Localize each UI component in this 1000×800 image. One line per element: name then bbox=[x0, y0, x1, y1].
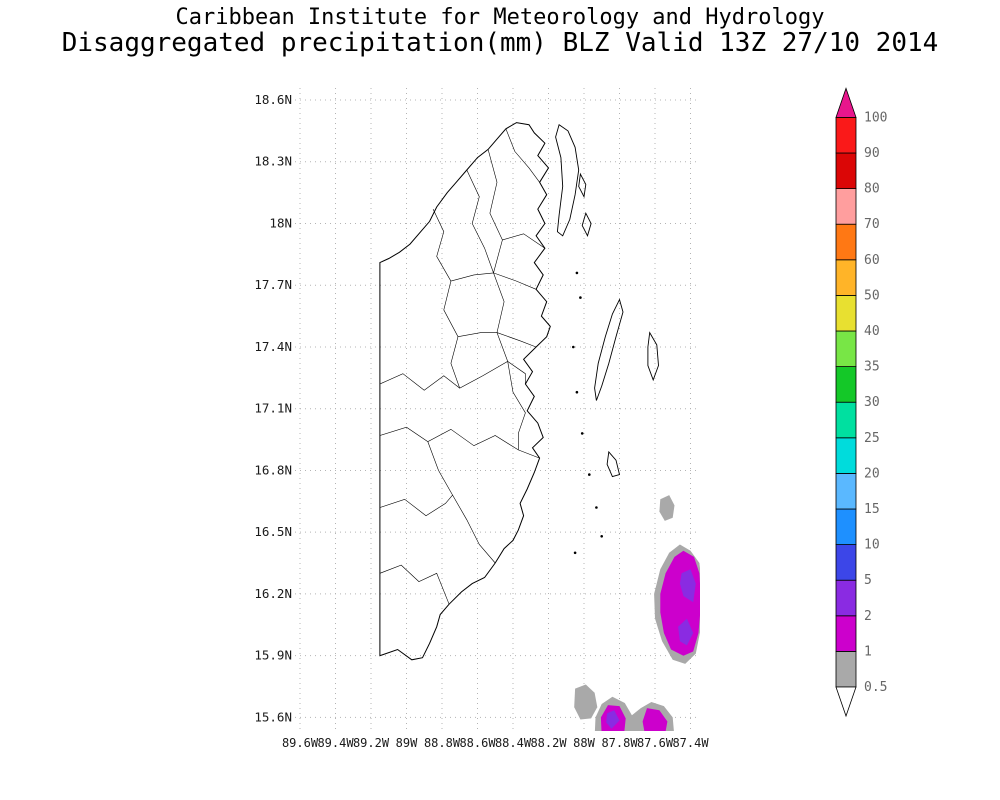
lat-tick-label: 17.7N bbox=[254, 277, 292, 292]
lon-tick-label: 88.2W bbox=[530, 736, 567, 750]
lon-tick-label: 88.4W bbox=[495, 736, 532, 750]
colorbar-label: 100 bbox=[864, 110, 887, 125]
colorbar-label: 25 bbox=[864, 431, 880, 446]
lon-tick-label: 89W bbox=[396, 736, 418, 750]
lon-tick-label: 87.8W bbox=[601, 736, 638, 750]
colorbar-segment bbox=[835, 366, 857, 403]
lon-tick-label: 88W bbox=[573, 736, 595, 750]
lon-tick-label: 88.6W bbox=[459, 736, 496, 750]
precip-area-2-5 bbox=[679, 569, 696, 603]
lat-tick-label: 15.6N bbox=[254, 709, 292, 724]
colorbar-label: 15 bbox=[864, 502, 880, 517]
turneffe-atoll-outline bbox=[594, 298, 624, 401]
caye-dot bbox=[575, 271, 579, 275]
colorbar-label: 0.5 bbox=[864, 680, 887, 695]
colorbar-segment bbox=[835, 152, 857, 189]
colorbar-segment bbox=[835, 117, 857, 154]
precip-area-2-5 bbox=[606, 710, 620, 729]
lighthouse-reef-outline bbox=[647, 331, 659, 382]
precip-area-0.5-1 bbox=[574, 684, 598, 720]
colorbar-arrow-below bbox=[835, 686, 857, 718]
belize-coastline bbox=[379, 122, 551, 661]
plot-title: Disaggregated precipitation(mm) BLZ Vali… bbox=[61, 28, 939, 58]
caye-dot bbox=[595, 506, 598, 509]
map-layer bbox=[379, 122, 700, 731]
district-boundary bbox=[466, 169, 494, 274]
colorbar-segment bbox=[835, 615, 857, 652]
colorbar-label: 70 bbox=[864, 217, 880, 232]
lat-tick-label: 18.6N bbox=[254, 92, 292, 107]
precip-area-0.5-1 bbox=[659, 495, 675, 521]
colorbar-segment bbox=[835, 508, 857, 545]
colorbar-segment bbox=[835, 259, 857, 296]
district-boundary bbox=[379, 564, 450, 605]
colorbar-label: 10 bbox=[864, 538, 880, 553]
district-boundary bbox=[505, 128, 540, 183]
colorbar-segment bbox=[835, 651, 857, 688]
lat-tick-label: 16.2N bbox=[254, 586, 292, 601]
lon-tick-label: 89.4W bbox=[317, 736, 354, 750]
colorbar-label: 20 bbox=[864, 466, 880, 481]
lat-tick-label: 16.8N bbox=[254, 462, 292, 477]
district-boundary bbox=[379, 361, 526, 391]
lon-tick-label: 87.6W bbox=[637, 736, 674, 750]
lat-tick-label: 18.3N bbox=[254, 154, 292, 169]
caye-dot bbox=[575, 390, 579, 394]
lon-tick-label: 89.2W bbox=[353, 736, 390, 750]
lat-tick-label: 18N bbox=[269, 216, 292, 231]
district-boundary bbox=[427, 441, 496, 564]
glovers-reef-outline bbox=[606, 450, 621, 478]
lat-tick-label: 17.4N bbox=[254, 339, 292, 354]
colorbar-label: 60 bbox=[864, 253, 880, 268]
colorbar-label: 1 bbox=[864, 644, 872, 659]
bay-islet-outline bbox=[578, 172, 587, 199]
lat-tick-label: 16.5N bbox=[254, 524, 292, 539]
lon-tick-label: 89.6W bbox=[282, 736, 319, 750]
precip-area-2-5 bbox=[678, 618, 694, 646]
ambergris-caye-outline bbox=[555, 123, 580, 237]
caye-dot bbox=[600, 535, 603, 538]
caye-dot bbox=[588, 473, 591, 476]
colorbar-segment bbox=[835, 188, 857, 225]
caye-dot bbox=[580, 432, 584, 435]
colorbar-label: 2 bbox=[864, 609, 872, 624]
colorbar-segment bbox=[835, 401, 857, 439]
district-boundary bbox=[487, 149, 508, 362]
district-boundary bbox=[450, 272, 537, 290]
lat-tick-label: 15.9N bbox=[254, 648, 292, 663]
district-boundary bbox=[432, 208, 460, 389]
colorbar-label: 50 bbox=[864, 288, 880, 303]
precip-area-1-2 bbox=[642, 708, 668, 731]
colorbar-segment bbox=[835, 544, 857, 581]
lat-tick-label: 17.1N bbox=[254, 401, 292, 416]
district-boundary bbox=[507, 361, 526, 450]
colorbar-label: 5 bbox=[864, 573, 872, 588]
district-boundary bbox=[379, 494, 453, 517]
lon-tick-label: 87.4W bbox=[672, 736, 709, 750]
district-boundary bbox=[457, 332, 537, 348]
district-boundary bbox=[379, 426, 540, 459]
institution-title: Caribbean Institute for Meteorology and … bbox=[175, 5, 825, 30]
lon-tick-label: 88.8W bbox=[424, 736, 461, 750]
caye-dot bbox=[572, 345, 575, 349]
colorbar-segment bbox=[835, 437, 857, 474]
district-boundary bbox=[502, 233, 546, 249]
colorbar-label: 30 bbox=[864, 395, 880, 410]
colorbar-label: 80 bbox=[864, 182, 880, 197]
colorbar-arrow-above bbox=[835, 87, 857, 118]
colorbar-segment bbox=[835, 294, 857, 332]
colorbar-segment bbox=[835, 472, 857, 510]
colorbar-segment bbox=[835, 330, 857, 367]
colorbar-label: 40 bbox=[864, 324, 880, 339]
colorbar-segment bbox=[835, 223, 857, 261]
caye-dot bbox=[579, 296, 582, 299]
colorbar-label: 90 bbox=[864, 146, 880, 161]
caye-dot bbox=[573, 551, 577, 555]
colorbar-label: 35 bbox=[864, 360, 880, 375]
bay-islet-outline bbox=[581, 211, 592, 238]
colorbar-segment bbox=[835, 579, 857, 617]
